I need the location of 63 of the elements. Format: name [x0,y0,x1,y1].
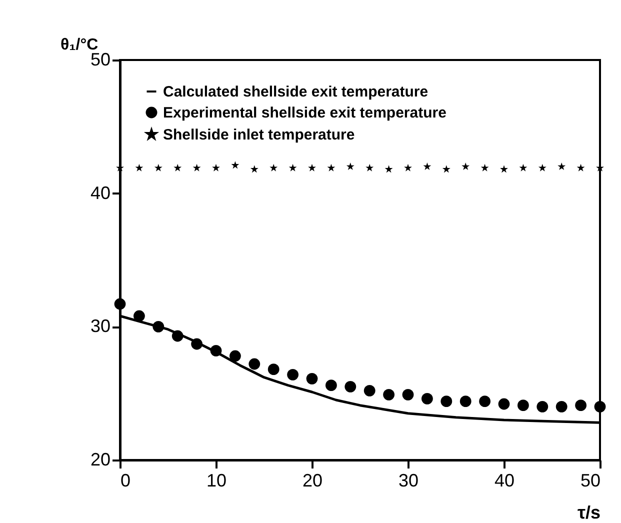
point [326,380,337,392]
point [287,368,298,380]
x-tick-label: 30 [398,470,419,490]
legend-label: Experimental shellside exit temperature [163,104,446,122]
point [268,364,280,376]
point [575,400,586,412]
point [306,372,318,384]
point [327,164,336,172]
point [536,400,548,412]
point [248,358,260,370]
point [462,162,470,170]
y-tick-label: 30 [90,316,110,336]
point [423,162,432,170]
point [519,164,528,172]
point [174,164,182,172]
point [231,161,240,169]
point [135,164,144,172]
point [480,164,489,172]
point [518,400,529,412]
point [479,396,490,408]
point [404,164,412,172]
point [114,298,126,310]
point [364,384,376,396]
x-axis-title: τ/s [577,502,600,522]
point [442,165,450,173]
y-tick-label: 20 [90,450,110,470]
x-tick-label: 0 [120,470,131,490]
x-tick-label: 40 [494,470,515,490]
point [422,392,433,404]
point [440,396,452,408]
point [366,164,374,172]
point [460,396,472,408]
point [556,400,568,412]
point [134,310,145,322]
x-tick-label: 10 [206,470,227,490]
point [576,164,585,172]
x-tick-label: 50 [580,470,600,490]
point [384,165,393,173]
point [344,380,356,392]
point [172,330,184,342]
point [498,398,510,410]
point [250,165,258,173]
point [402,388,414,400]
point [500,165,508,173]
point [191,338,202,350]
point [558,162,566,170]
point [212,164,220,172]
point [594,400,606,412]
point [154,164,162,172]
point [383,388,394,400]
legend-label: Calculated shellside exit temperature [163,84,428,100]
x-tick-label: 20 [302,470,323,490]
y-tick-label: 40 [90,182,110,203]
point [152,320,164,332]
point [210,344,222,356]
point [192,164,201,172]
point [288,164,297,172]
legend-label: Shellside inlet temperature [163,126,355,144]
point [538,164,546,172]
point [346,162,354,170]
point [230,350,241,362]
point [270,164,278,172]
point [308,164,316,172]
